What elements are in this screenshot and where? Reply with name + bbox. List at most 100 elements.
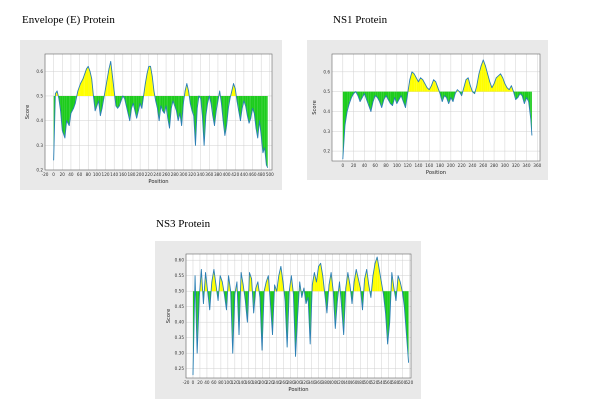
y-tick-label: 0.6	[323, 69, 330, 74]
score-point	[124, 98, 125, 99]
score-point	[301, 297, 303, 298]
score-point	[219, 275, 221, 277]
score-point	[205, 272, 206, 273]
caption-envelope-protein: Envelope (E) Protein	[22, 14, 115, 26]
score-point	[226, 309, 227, 311]
y-tick-label: 0.5	[36, 93, 43, 98]
score-point	[247, 115, 248, 117]
score-point	[212, 115, 214, 117]
score-point	[233, 83, 234, 84]
fill-above-threshold	[91, 78, 94, 96]
score-point	[368, 105, 370, 106]
score-point	[207, 103, 208, 104]
score-point	[60, 110, 61, 112]
x-tick-label: 140	[110, 172, 118, 177]
score-point	[353, 281, 355, 283]
score-point	[515, 99, 517, 100]
score-point	[454, 93, 456, 94]
fill-above-threshold	[375, 257, 378, 292]
fill-below-threshold	[216, 291, 219, 301]
score-point	[215, 110, 217, 112]
chart-panel-ns3: -20 0 20 40 60 80 100 120 140 160 180 200 220 240 260 2…	[155, 241, 421, 399]
fill-below-threshold	[237, 291, 240, 335]
fill-above-threshold	[83, 73, 85, 96]
score-point	[314, 272, 315, 273]
fill-above-threshold	[407, 79, 410, 92]
score-point	[93, 95, 94, 97]
score-point	[169, 127, 170, 129]
score-point	[362, 309, 363, 311]
score-point	[366, 99, 367, 100]
fill-below-threshold	[176, 95, 179, 121]
x-tick-label: 480	[356, 380, 364, 385]
score-point	[337, 300, 338, 301]
x-tick-label: 160	[119, 172, 127, 177]
score-point	[385, 95, 387, 96]
y-tick-label: 0.3	[323, 129, 330, 134]
score-point	[418, 81, 419, 83]
fill-below-threshold	[223, 95, 225, 136]
x-tick-label: 60	[211, 380, 217, 385]
x-tick-label: 240	[273, 380, 281, 385]
score-point	[320, 262, 322, 264]
score-point	[193, 115, 195, 117]
fill-below-threshold	[390, 91, 393, 106]
score-point	[181, 125, 182, 126]
fill-above-threshold	[504, 83, 508, 92]
fill-above-threshold	[107, 68, 109, 96]
score-point	[61, 130, 63, 131]
y-tick-label: 0.6	[36, 69, 43, 74]
score-point	[101, 107, 103, 109]
score-point	[297, 315, 298, 317]
x-tick-label: 200	[259, 380, 267, 385]
score-point	[251, 278, 252, 280]
score-point	[165, 105, 167, 107]
score-point	[261, 349, 263, 351]
score-point	[393, 287, 395, 289]
score-point	[364, 93, 365, 94]
score-point	[231, 90, 233, 92]
x-tick-label: 240	[468, 163, 476, 168]
score-point	[172, 100, 174, 102]
score-point	[186, 83, 188, 84]
score-point	[433, 79, 434, 81]
score-point	[397, 275, 399, 277]
chart-panel-envelope: -20 0 20 40 60 80 100 120 140 160 180 200 220 240 260 2…	[20, 40, 282, 190]
fill-above-threshold	[233, 83, 236, 96]
fill-below-threshold	[526, 91, 529, 102]
score-point	[73, 107, 74, 109]
score-point	[99, 115, 101, 117]
score-point	[222, 120, 224, 121]
x-tick-label: 360	[315, 380, 323, 385]
fill-above-threshold	[110, 61, 113, 96]
score-point	[528, 101, 530, 102]
x-tick-label: 60	[77, 172, 83, 177]
score-point	[238, 110, 240, 112]
score-point	[431, 85, 432, 87]
x-tick-label: 220	[458, 163, 466, 168]
score-point	[381, 107, 383, 108]
fill-above-threshold	[148, 66, 151, 96]
score-point	[253, 112, 255, 114]
score-point	[282, 281, 284, 283]
score-point	[224, 293, 225, 295]
score-point	[183, 103, 184, 104]
score-point	[408, 362, 409, 363]
score-point	[176, 110, 177, 112]
score-point	[526, 97, 527, 98]
score-point	[469, 85, 471, 87]
x-tick-label: 220	[145, 172, 153, 177]
score-point	[247, 321, 248, 323]
score-point	[127, 112, 129, 114]
y-axis-label: Score	[312, 100, 318, 115]
plot-area	[332, 54, 540, 161]
score-point	[103, 98, 105, 99]
chart-panel-ns1: 0 20 40 60 80 100 120 140 160 180 200 220 240 260 280 3…	[307, 40, 548, 180]
fill-below-threshold	[446, 91, 449, 104]
score-point	[253, 312, 255, 314]
score-point	[305, 303, 307, 304]
score-point	[372, 275, 374, 277]
x-tick-label: 420	[231, 172, 239, 177]
fill-above-threshold	[414, 73, 417, 92]
y-tick-label: 0.4	[323, 109, 330, 114]
